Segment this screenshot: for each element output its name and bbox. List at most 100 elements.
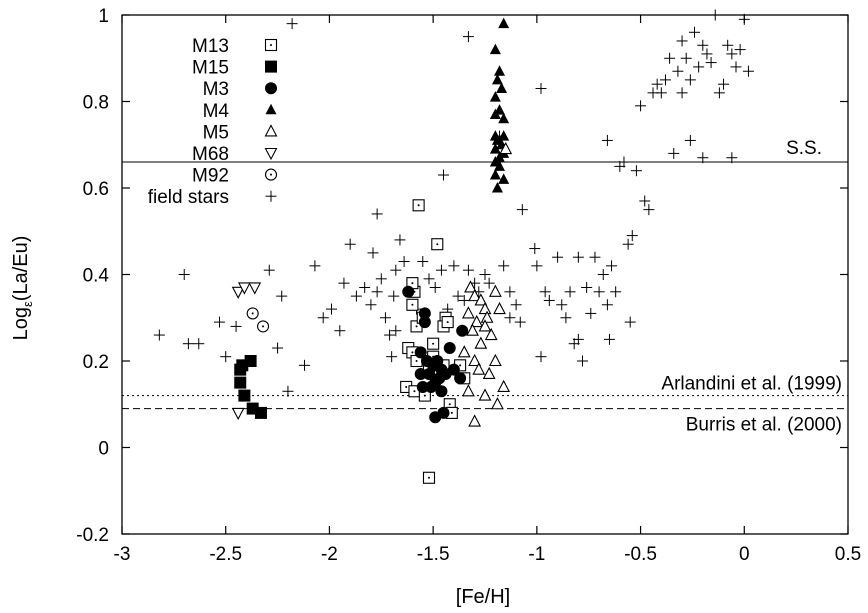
data-point (433, 372, 446, 385)
data-point (263, 264, 275, 276)
legend-marker (264, 38, 278, 52)
data-point (622, 238, 634, 250)
data-point (425, 380, 438, 393)
data-point (556, 299, 568, 311)
legend-marker (265, 190, 277, 202)
annotations: S.S. Arlandini et al. (1999) Burris et al.… (661, 138, 842, 436)
data-point (379, 312, 391, 324)
data-point (601, 134, 613, 146)
legend-marker (265, 60, 277, 73)
data-point (468, 288, 482, 302)
data-point (655, 87, 667, 99)
data-point (482, 366, 496, 380)
data-point (326, 303, 338, 315)
data-point (676, 87, 688, 99)
data-point (491, 182, 503, 193)
data-point (478, 319, 492, 332)
data-point (468, 353, 482, 367)
data-point (456, 324, 469, 337)
data-point (309, 260, 321, 272)
legend-marker (264, 168, 278, 181)
data-point (248, 282, 262, 295)
y-tick-label: 0.4 (83, 266, 110, 287)
data-point (234, 363, 247, 376)
data-point (529, 243, 541, 255)
series-m92 (246, 307, 270, 333)
data-point (693, 61, 705, 73)
data-point (334, 325, 346, 337)
series-m15 (234, 355, 267, 419)
data-point (213, 316, 225, 328)
legend-label: field stars (148, 187, 229, 208)
data-point (418, 316, 431, 329)
data-point (494, 151, 506, 163)
x-tick-label: -1 (528, 544, 545, 565)
data-point (610, 286, 622, 298)
data-point (489, 91, 501, 102)
data-point (441, 316, 454, 329)
data-point (543, 294, 555, 306)
data-point (402, 285, 415, 298)
data-point (726, 48, 738, 60)
y-tick-label: 0.6 (83, 179, 109, 200)
data-point (572, 251, 584, 263)
x-axis-title: [Fe/H] (456, 586, 510, 608)
data-point (585, 307, 597, 319)
data-point (488, 284, 502, 297)
data-point (286, 18, 298, 30)
data-point (246, 307, 259, 320)
data-point (589, 251, 601, 263)
data-point (603, 333, 615, 345)
data-point (497, 379, 511, 393)
data-point (643, 204, 655, 216)
data-point (386, 351, 398, 363)
data-point (701, 48, 713, 60)
data-point (299, 359, 311, 371)
data-point (435, 264, 447, 276)
data-point (606, 260, 618, 272)
data-point (429, 411, 442, 424)
data-point (461, 384, 475, 397)
data-point (427, 337, 440, 350)
data-point (422, 471, 436, 484)
data-point (560, 312, 572, 324)
data-point (417, 256, 429, 268)
data-point (597, 269, 609, 280)
data-point (466, 323, 479, 336)
x-tick-label: 0 (739, 544, 750, 565)
reference-line-label: Arlandini et al. (1999) (661, 374, 842, 395)
legend-marker (264, 147, 278, 161)
data-point (734, 44, 746, 56)
data-point (412, 199, 425, 212)
data-point (359, 281, 371, 293)
data-point (479, 269, 491, 280)
data-point (635, 100, 647, 112)
data-point (676, 35, 688, 47)
data-point (722, 39, 734, 51)
data-point (238, 389, 251, 402)
data-point (684, 134, 696, 146)
data-point (237, 282, 251, 295)
legend-label: M68 (192, 144, 229, 165)
x-tick-label: 0.5 (835, 544, 861, 565)
data-point (448, 260, 460, 272)
data-point (182, 338, 194, 350)
x-tick-label: -0.5 (624, 544, 657, 565)
data-point (697, 152, 709, 164)
data-point (510, 299, 522, 311)
axis-ticks: -3 -2.5 -2 -1.5 -1 -0.5 0 0.5 -0.2 0 0.2 0.4 0.6 0.8 1 (76, 6, 861, 565)
data-point (498, 260, 510, 272)
data-point (494, 160, 506, 171)
data-point (254, 406, 267, 419)
series-m5 (457, 141, 513, 427)
data-point (474, 336, 488, 349)
data-point (630, 165, 642, 177)
data-point (464, 280, 477, 293)
data-point (468, 414, 482, 427)
data-point (371, 286, 383, 298)
data-point (668, 147, 680, 159)
data-point (504, 312, 516, 324)
data-point (491, 397, 504, 410)
data-point (684, 74, 696, 86)
